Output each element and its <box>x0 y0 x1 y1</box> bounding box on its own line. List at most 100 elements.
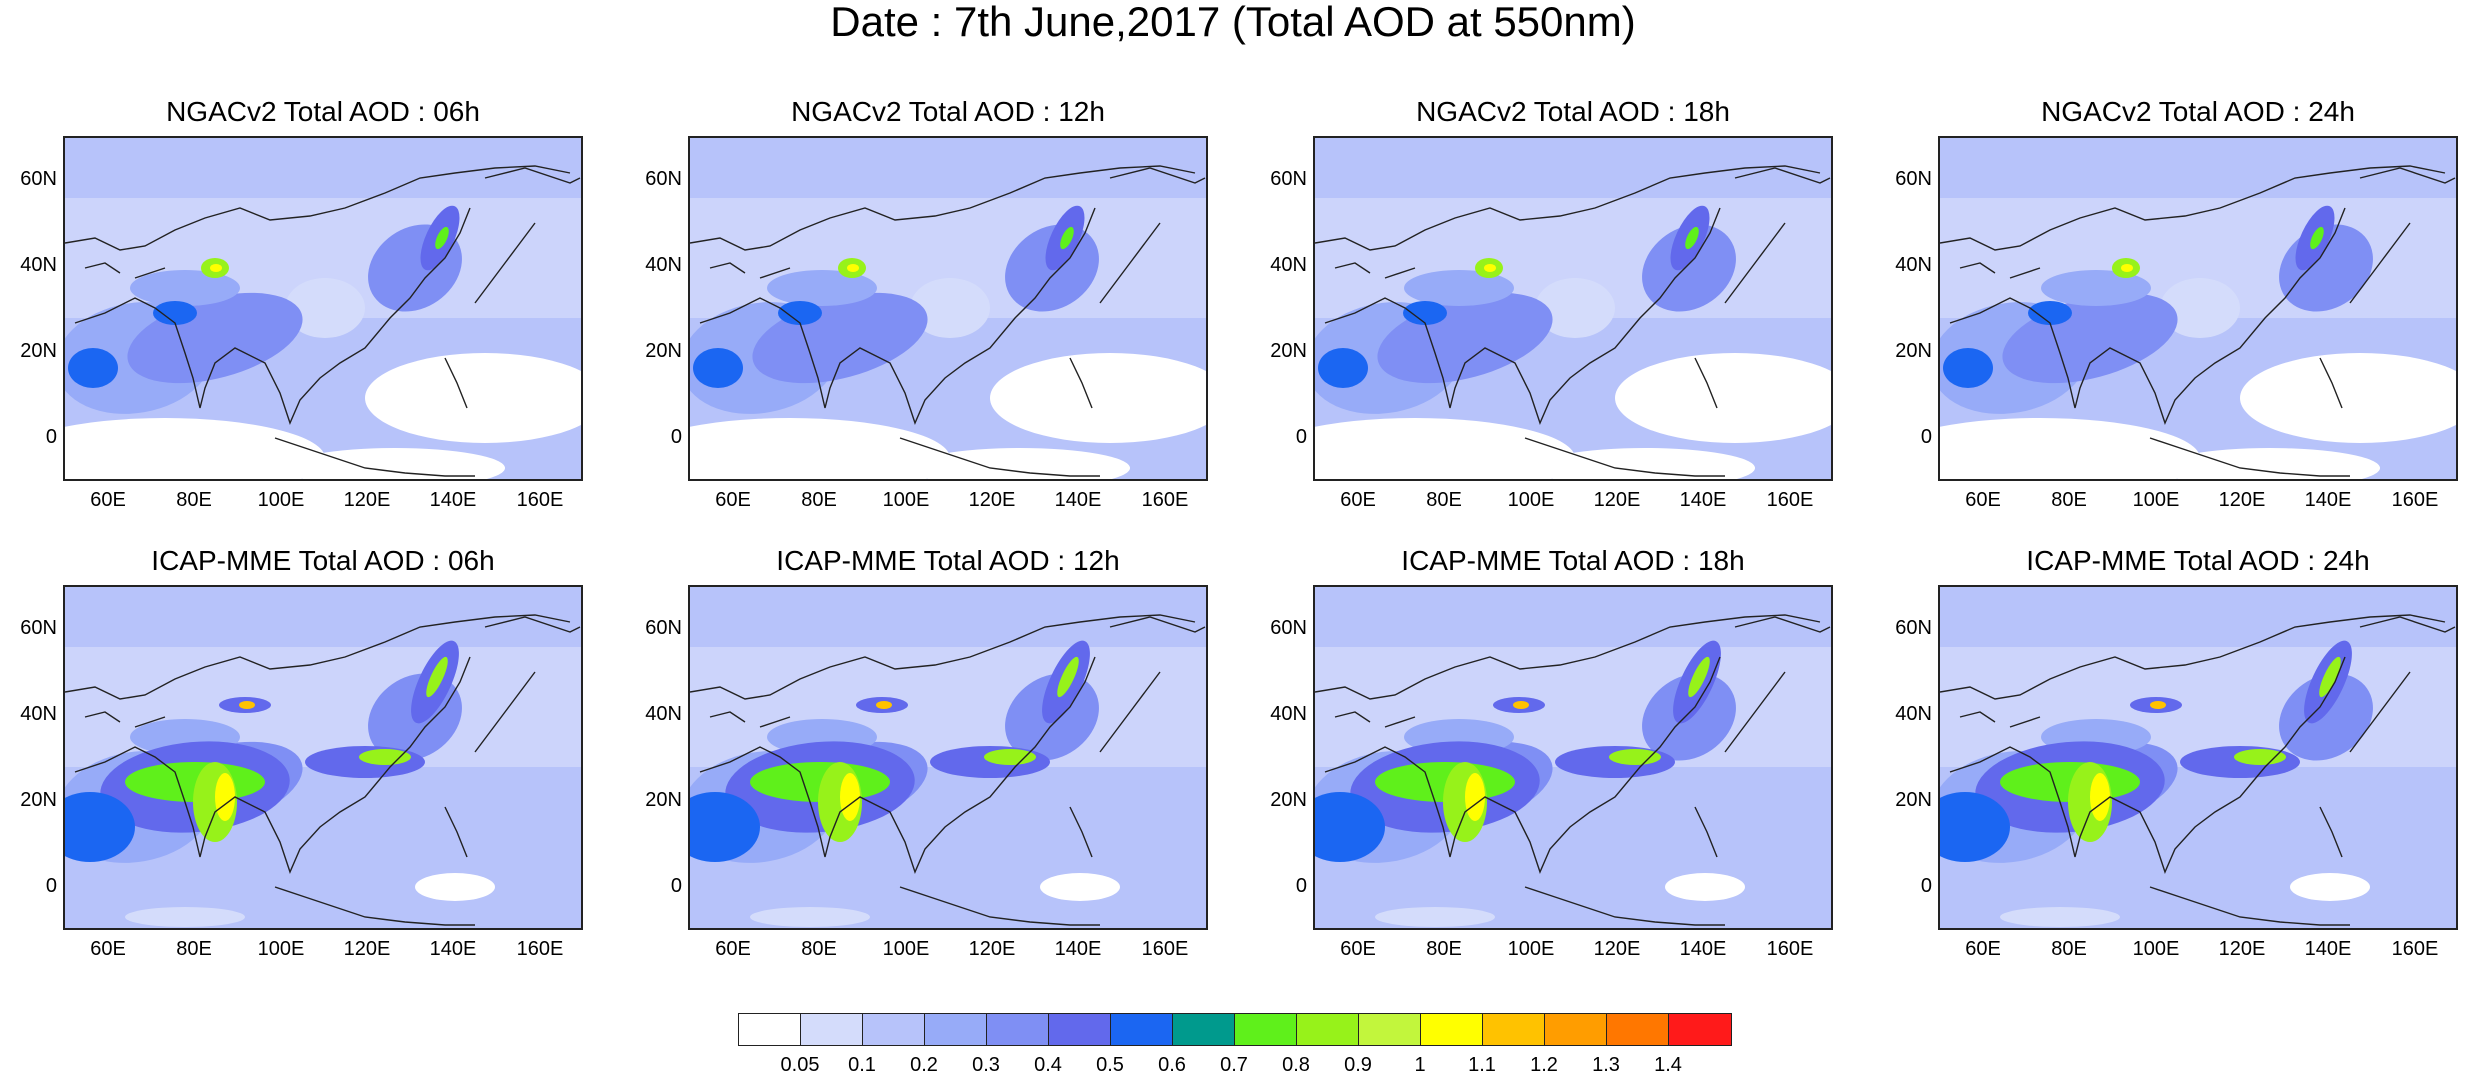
longitude-tick-label: 80E <box>1426 489 1462 511</box>
colorbar-tick-label: 1.2 <box>1530 1054 1558 1076</box>
longitude-tick-label: 80E <box>176 938 212 960</box>
colorbar-swatch <box>1545 1014 1607 1045</box>
colorbar-swatch <box>1235 1014 1297 1045</box>
longitude-tick-label: 100E <box>257 938 305 960</box>
latitude-tick-label: 60N <box>20 617 57 639</box>
longitude-tick-label: 80E <box>801 938 837 960</box>
longitude-tick-label: 140E <box>2304 489 2352 511</box>
colorbar-tick-label: 0.1 <box>848 1054 876 1076</box>
longitude-tick-label: 140E <box>429 938 477 960</box>
longitude-tick-label: 60E <box>90 938 126 960</box>
panel-title: ICAP-MME Total AOD : 06h <box>151 545 495 576</box>
longitude-tick-label: 160E <box>1766 938 1814 960</box>
longitude-tick-label: 120E <box>2218 938 2266 960</box>
latitude-tick-label: 60N <box>645 617 682 639</box>
longitude-tick-label: 160E <box>2391 938 2439 960</box>
latitude-tick-label: 0 <box>1920 875 1932 897</box>
longitude-tick-label: 100E <box>1507 489 1555 511</box>
latitude-tick-label: 0 <box>670 875 682 897</box>
latitude-tick-label: 60N <box>1895 168 1932 190</box>
longitude-tick-label: 60E <box>715 938 751 960</box>
colorbar-tick-label: 0.7 <box>1220 1054 1248 1076</box>
latitude-tick-label: 40N <box>1895 254 1932 276</box>
longitude-tick-label: 100E <box>882 938 930 960</box>
aod-map <box>63 585 583 930</box>
colorbar-swatch <box>863 1014 925 1045</box>
latitude-tick-label: 40N <box>1270 254 1307 276</box>
colorbar-swatch <box>1359 1014 1421 1045</box>
aod-map <box>1313 136 1833 481</box>
colorbar-swatch <box>925 1014 987 1045</box>
colorbar-swatch <box>1421 1014 1483 1045</box>
latitude-tick-label: 60N <box>1895 617 1932 639</box>
longitude-tick-label: 100E <box>2132 938 2180 960</box>
latitude-tick-label: 40N <box>645 254 682 276</box>
aod-map <box>63 136 583 481</box>
panel-title: NGACv2 Total AOD : 12h <box>791 96 1105 127</box>
aod-map <box>688 136 1208 481</box>
latitude-tick-label: 40N <box>1895 703 1932 725</box>
longitude-tick-label: 120E <box>1593 938 1641 960</box>
panel-title: ICAP-MME Total AOD : 18h <box>1401 545 1745 576</box>
longitude-tick-label: 60E <box>1340 489 1376 511</box>
colorbar-swatch <box>739 1014 801 1045</box>
longitude-tick-label: 60E <box>715 489 751 511</box>
longitude-tick-label: 140E <box>1054 489 1102 511</box>
latitude-tick-label: 60N <box>1270 617 1307 639</box>
figure-title: Date : 7th June,2017 (Total AOD at 550nm… <box>830 0 1636 45</box>
longitude-tick-label: 80E <box>2051 489 2087 511</box>
latitude-tick-label: 40N <box>20 703 57 725</box>
longitude-tick-label: 120E <box>2218 489 2266 511</box>
latitude-tick-label: 40N <box>645 703 682 725</box>
colorbar-tick-label: 0.8 <box>1282 1054 1310 1076</box>
longitude-tick-label: 100E <box>882 489 930 511</box>
colorbar-tick-label: 1.3 <box>1592 1054 1620 1076</box>
aod-map <box>1938 136 2458 481</box>
colorbar-tick-label: 0.4 <box>1034 1054 1062 1076</box>
colorbar-swatch <box>1049 1014 1111 1045</box>
colorbar-tick-label: 0.9 <box>1344 1054 1372 1076</box>
latitude-tick-label: 40N <box>1270 703 1307 725</box>
latitude-tick-label: 20N <box>1895 340 1932 362</box>
aod-colorbar <box>738 1013 1732 1046</box>
latitude-tick-label: 0 <box>1920 426 1932 448</box>
aod-map <box>1938 585 2458 930</box>
panel-title: ICAP-MME Total AOD : 24h <box>2026 545 2370 576</box>
latitude-tick-label: 20N <box>645 340 682 362</box>
latitude-tick-label: 20N <box>645 789 682 811</box>
colorbar-swatch <box>1111 1014 1173 1045</box>
colorbar-tick-label: 0.3 <box>972 1054 1000 1076</box>
longitude-tick-label: 140E <box>429 489 477 511</box>
colorbar-tick-label: 1.4 <box>1654 1054 1682 1076</box>
longitude-tick-label: 100E <box>257 489 305 511</box>
longitude-tick-label: 100E <box>2132 489 2180 511</box>
colorbar-tick-label: 1.1 <box>1468 1054 1496 1076</box>
panel-title: ICAP-MME Total AOD : 12h <box>776 545 1120 576</box>
colorbar-swatch <box>1483 1014 1545 1045</box>
latitude-tick-label: 20N <box>20 789 57 811</box>
latitude-tick-label: 0 <box>1295 426 1307 448</box>
colorbar-swatch <box>1173 1014 1235 1045</box>
longitude-tick-label: 160E <box>516 938 564 960</box>
colorbar-tick-label: 0.05 <box>780 1054 820 1076</box>
panel-title: NGACv2 Total AOD : 06h <box>166 96 480 127</box>
latitude-tick-label: 20N <box>1270 789 1307 811</box>
longitude-tick-label: 120E <box>968 489 1016 511</box>
longitude-tick-label: 80E <box>176 489 212 511</box>
colorbar-swatch <box>801 1014 863 1045</box>
longitude-tick-label: 140E <box>2304 938 2352 960</box>
panel-title: NGACv2 Total AOD : 24h <box>2041 96 2355 127</box>
longitude-tick-label: 80E <box>801 489 837 511</box>
longitude-tick-label: 140E <box>1679 489 1727 511</box>
longitude-tick-label: 140E <box>1679 938 1727 960</box>
colorbar-swatch <box>1297 1014 1359 1045</box>
latitude-tick-label: 60N <box>1270 168 1307 190</box>
colorbar-tick-label: 0.6 <box>1158 1054 1186 1076</box>
aod-map <box>1313 585 1833 930</box>
latitude-tick-label: 0 <box>670 426 682 448</box>
colorbar-tick-label: 1 <box>1414 1054 1426 1076</box>
latitude-tick-label: 20N <box>1895 789 1932 811</box>
colorbar-swatch <box>1607 1014 1669 1045</box>
longitude-tick-label: 120E <box>968 938 1016 960</box>
latitude-tick-label: 0 <box>1295 875 1307 897</box>
